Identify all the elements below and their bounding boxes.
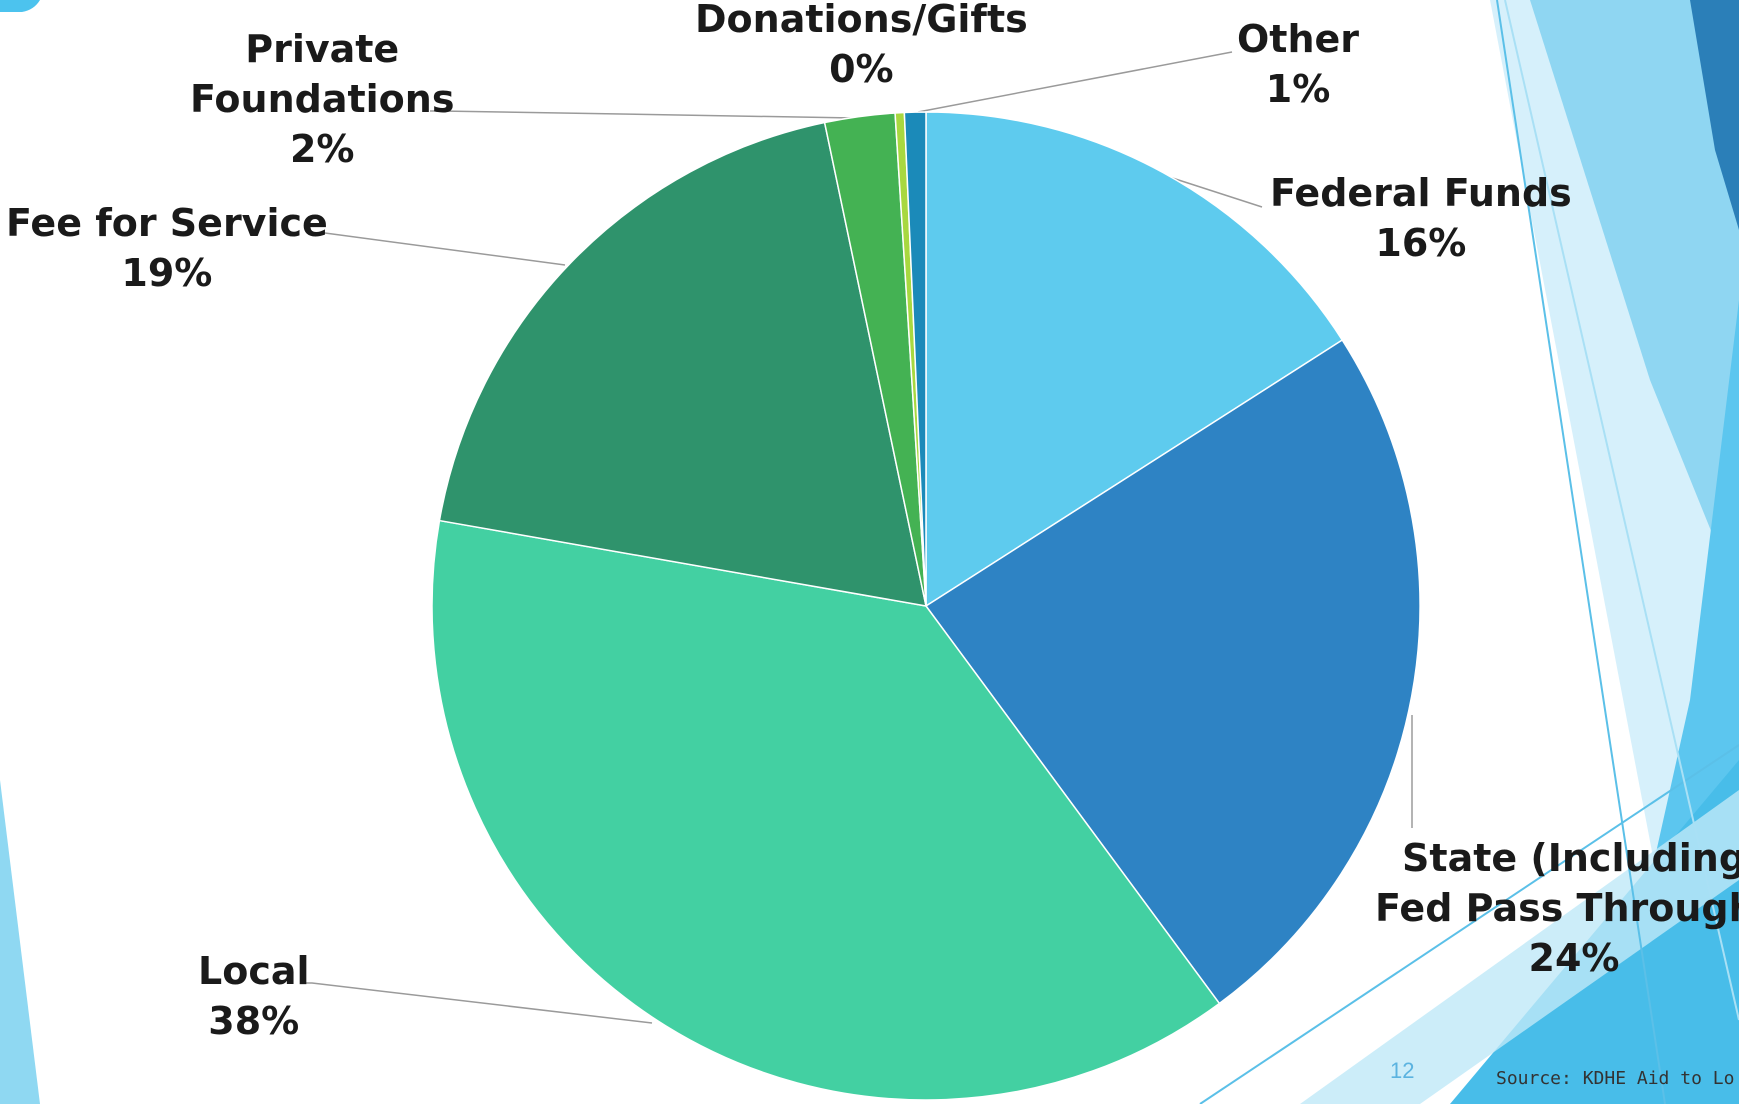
leader-line bbox=[430, 110, 856, 119]
pie-slice-federal-funds bbox=[925, 111, 1344, 608]
left-accent-triangle bbox=[0, 780, 40, 1104]
leader-line bbox=[310, 232, 566, 266]
leader-lines bbox=[300, 51, 1413, 1024]
deco-line-2 bbox=[1199, 744, 1739, 1104]
slice-label-donations-gifts: Donations/Gifts 0% bbox=[695, 0, 1028, 91]
right-facet-dark bbox=[1690, 0, 1739, 230]
pie-slice-other bbox=[903, 111, 927, 607]
leader-line bbox=[917, 51, 1233, 113]
pie-slices bbox=[431, 111, 1421, 1101]
deco-line-3 bbox=[1504, 0, 1739, 1021]
leader-line bbox=[1159, 173, 1263, 208]
right-facet-mid bbox=[1530, 0, 1739, 600]
leader-line bbox=[300, 982, 653, 1024]
slide-number: 12 bbox=[1390, 1058, 1415, 1083]
slice-label-local: Local 38% bbox=[198, 949, 310, 1043]
slice-label-private-foundations: Private Foundations 2% bbox=[190, 27, 455, 171]
slice-label-state: State (Including Fed Pass Through) 24% bbox=[1375, 836, 1739, 980]
pie-slice-fee-for-service bbox=[438, 121, 927, 607]
deco-line-1 bbox=[1496, 0, 1666, 1104]
pie-slice-state-including-fed-pass-through bbox=[924, 339, 1421, 1005]
slice-label-other: Other 1% bbox=[1237, 17, 1360, 111]
pie-slice-local bbox=[431, 519, 1221, 1101]
source-note: Source: KDHE Aid to Local Survey, 2017 bbox=[1496, 1068, 1736, 1089]
slice-label-federal-funds: Federal Funds 16% bbox=[1270, 171, 1572, 265]
slice-label-fee-for-service: Fee for Service 19% bbox=[6, 201, 328, 295]
title-fragment bbox=[0, 0, 40, 12]
